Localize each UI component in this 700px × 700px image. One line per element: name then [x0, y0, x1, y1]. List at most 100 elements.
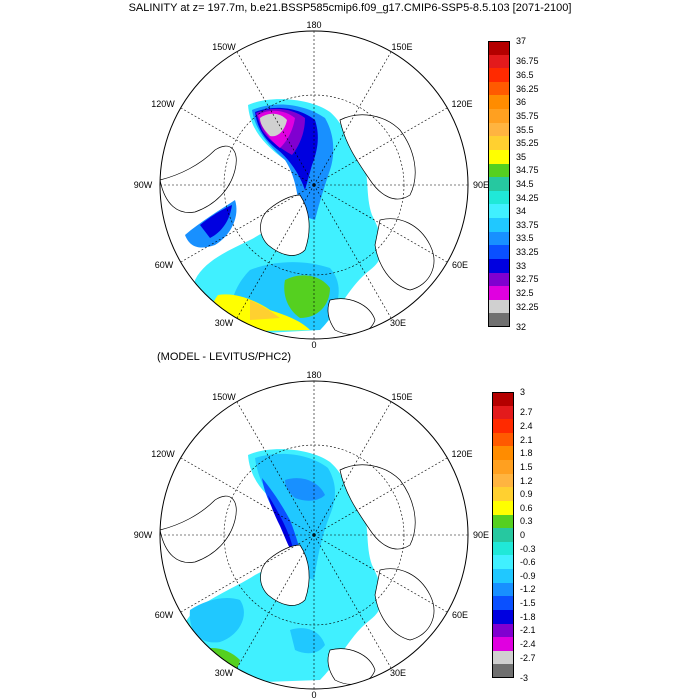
colorbar-label: -1.8 — [520, 611, 536, 622]
colorbar-swatch — [492, 460, 514, 475]
colorbar-swatch — [492, 664, 514, 679]
colorbar-label: 3 — [520, 387, 526, 397]
lon-label-60e: 60E — [452, 260, 468, 270]
colorbar-label: -0.9 — [520, 570, 536, 581]
colorbar-label: 0.3 — [520, 516, 533, 527]
colorbar-label: 33.5 — [516, 233, 534, 244]
colorbar-swatch — [488, 54, 510, 69]
colorbar-label: 1.2 — [520, 475, 533, 486]
colorbar-swatch — [492, 609, 514, 624]
lon-label-120e: 120E — [451, 449, 472, 459]
lon-label-30w: 30W — [215, 668, 234, 678]
colorbar-swatch — [488, 231, 510, 246]
colorbar-swatch — [492, 650, 514, 665]
colorbar-swatch — [492, 582, 514, 597]
lon-label-60e: 60E — [452, 610, 468, 620]
colorbar-swatch — [488, 136, 510, 151]
colorbar-swatch — [492, 555, 514, 570]
lon-label-90w: 90W — [134, 180, 153, 190]
colorbar-swatch — [492, 623, 514, 638]
colorbar-swatch — [492, 473, 514, 488]
colorbar-label: 32.75 — [516, 274, 539, 285]
colorbar-label: -2.7 — [520, 652, 536, 663]
lon-label-150e: 150E — [391, 42, 412, 52]
colorbar-difference: 3 2.7 2.4 2.1 1.8 1.5 1.2 0.9 0.6 0.3 0 -0.3 -0.6 -0.… — [492, 387, 562, 683]
colorbar-swatch — [488, 286, 510, 301]
colorbar-label: 32.5 — [516, 287, 534, 298]
colorbar-label: 32.25 — [516, 301, 539, 312]
lon-label-180: 180 — [306, 20, 321, 30]
colorbar-swatch — [492, 392, 514, 407]
colorbar-label: 36 — [516, 97, 527, 108]
colorbar-swatch — [488, 258, 510, 273]
colorbar-label: 34.75 — [516, 165, 539, 176]
colorbar-label: 32 — [516, 322, 527, 332]
colorbar-salinity: 37 36.75 36.5 36.25 36 35.75 35.5 35.25 35 34.75 3… — [488, 36, 558, 332]
colorbar-label: 2.7 — [520, 407, 533, 418]
polar-map-difference: 180 150W 150E 120W 120E 90W 90E 60W 60E … — [134, 370, 489, 700]
colorbar-label: 1.5 — [520, 461, 533, 472]
colorbar-swatch — [488, 122, 510, 137]
colorbar-label: 34.25 — [516, 192, 539, 203]
colorbar-swatch — [492, 596, 514, 611]
lon-label-180: 180 — [306, 370, 321, 380]
colorbar-swatch — [492, 514, 514, 529]
lon-label-90e: 90E — [473, 530, 489, 540]
lon-label-120w: 120W — [151, 449, 175, 459]
colorbar-swatch — [488, 204, 510, 219]
colorbar-label: -0.6 — [520, 557, 536, 568]
polar-map-salinity: 180 150W 150E 120W 120E 90W 90E 60W 60E … — [134, 20, 489, 350]
colorbar-swatch — [492, 637, 514, 652]
colorbar-swatch — [488, 272, 510, 287]
colorbar-label: -1.5 — [520, 598, 536, 609]
colorbar-label: 33.25 — [516, 247, 539, 258]
colorbar-swatch — [488, 41, 510, 56]
lon-label-30w: 30W — [215, 318, 234, 328]
colorbar-swatch — [492, 569, 514, 584]
colorbar-label: 34 — [516, 206, 527, 217]
colorbar-swatch — [488, 163, 510, 178]
colorbar-swatch — [488, 149, 510, 165]
colorbar-label: 2.4 — [520, 421, 533, 432]
colorbar-label: -3 — [520, 673, 529, 683]
colorbar-swatch — [492, 500, 514, 516]
lon-label-150w: 150W — [212, 392, 236, 402]
colorbar-label: 35.25 — [516, 138, 539, 149]
colorbar-label: -0.3 — [520, 543, 536, 554]
colorbar-label: 35 — [516, 151, 527, 162]
colorbar-swatch — [488, 190, 510, 205]
colorbar-label: 0.6 — [520, 502, 533, 513]
colorbar-swatch — [492, 528, 514, 543]
lon-label-150e: 150E — [391, 392, 412, 402]
colorbar-swatch — [492, 487, 514, 502]
plot-title-difference: (MODEL - LEVITUS/PHC2) — [157, 351, 292, 363]
colorbar-label: 37 — [516, 36, 527, 46]
colorbar-swatch — [492, 446, 514, 461]
colorbar-swatch — [488, 218, 510, 233]
colorbar-swatch — [488, 313, 510, 328]
colorbar-swatch — [488, 177, 510, 192]
lon-label-60w: 60W — [155, 260, 174, 270]
colorbar-label: 35.75 — [516, 110, 539, 121]
colorbar-swatch — [492, 432, 514, 447]
colorbar-label: 33.75 — [516, 219, 539, 230]
colorbar-swatch — [488, 245, 510, 260]
lon-label-0: 0 — [311, 690, 316, 700]
colorbar-label: 0.9 — [520, 489, 533, 500]
lon-label-0: 0 — [311, 340, 316, 350]
colorbar-swatch — [492, 541, 514, 556]
colorbar-label: 1.8 — [520, 448, 533, 459]
colorbar-swatch — [492, 405, 514, 420]
plot-title-salinity: SALINITY at z= 197.7m, b.e21.BSSP585cmip… — [128, 2, 572, 14]
lon-label-120e: 120E — [451, 99, 472, 109]
colorbar-label: 35.5 — [516, 124, 534, 135]
colorbar-label: -2.1 — [520, 625, 536, 636]
lon-label-150w: 150W — [212, 42, 236, 52]
colorbar-label: 36.25 — [516, 83, 539, 94]
lon-label-120w: 120W — [151, 99, 175, 109]
colorbar-swatch — [488, 299, 510, 314]
lon-label-90e: 90E — [473, 180, 489, 190]
lon-label-30e: 30E — [390, 668, 406, 678]
colorbar-swatch — [488, 81, 510, 96]
colorbar-swatch — [488, 68, 510, 83]
